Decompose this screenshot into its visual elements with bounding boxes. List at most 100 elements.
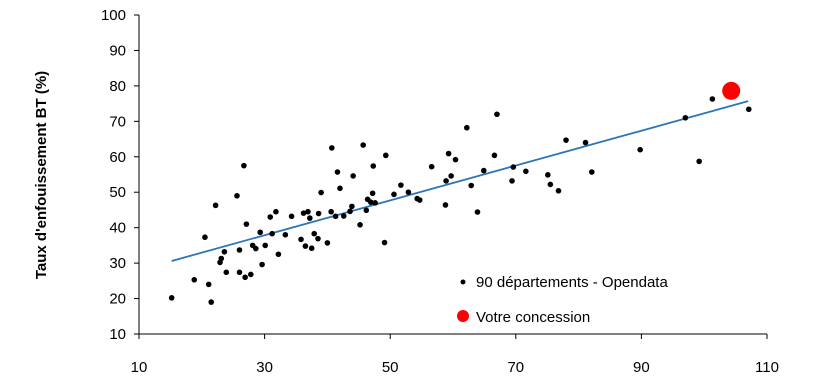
data-point: [212, 202, 219, 209]
data-point: [709, 96, 716, 102]
data-point: [416, 197, 423, 203]
data-point: [298, 236, 304, 243]
data-point: [337, 185, 343, 192]
data-point: [452, 156, 459, 163]
data-point: [445, 150, 452, 157]
data-point: [168, 295, 175, 301]
data-point: [369, 190, 376, 197]
data-point: [363, 207, 370, 214]
x-tick-label: 30: [256, 359, 273, 376]
x-ticks: 10 30 50 70 90 110: [131, 334, 779, 376]
data-point: [347, 208, 353, 215]
data-point: [302, 243, 309, 249]
data-point: [588, 169, 595, 175]
data-point: [242, 274, 248, 281]
data-point: [308, 245, 315, 252]
legend-label-departements: 90 départements - Opendata: [476, 274, 668, 291]
y-ticks: 10 20 30 40 50 60 70 80 90 100: [101, 7, 139, 343]
data-point: [253, 245, 259, 252]
data-point: [275, 251, 282, 258]
y-tick-label: 30: [109, 255, 126, 272]
data-point: [300, 210, 307, 216]
data-point: [428, 163, 435, 170]
data-point: [247, 271, 254, 278]
y-tick-label: 80: [109, 78, 126, 95]
data-point: [315, 235, 321, 242]
data-point: [357, 222, 363, 228]
trendline-group: [171, 100, 749, 262]
data-point: [381, 239, 388, 246]
y-tick-label: 70: [109, 113, 126, 130]
y-tick-label: 50: [109, 184, 126, 201]
x-tick-label: 50: [382, 359, 399, 376]
x-tick-label: 110: [755, 359, 779, 376]
data-point: [491, 152, 498, 159]
x-tick-label: 10: [131, 359, 148, 376]
y-tick-label: 60: [109, 149, 126, 166]
data-point: [202, 234, 208, 241]
legend-marker-departements: [460, 279, 466, 285]
data-point: [282, 231, 289, 238]
points-group: [168, 81, 752, 305]
data-point: [332, 213, 339, 220]
data-point: [267, 214, 274, 220]
data-point: [241, 162, 247, 169]
data-point: [510, 164, 517, 170]
data-point: [480, 167, 487, 174]
data-point: [350, 173, 356, 179]
data-point: [372, 200, 378, 206]
data-point: [494, 111, 500, 118]
data-point: [288, 213, 295, 220]
data-point: [269, 230, 275, 237]
data-point: [328, 145, 335, 151]
y-axis-label: Taux d'enfouissement BT (%): [33, 71, 50, 279]
data-point: [208, 299, 215, 305]
data-point: [547, 181, 554, 188]
data-point: [509, 178, 515, 184]
legend: 90 départements - Opendata Votre concess…: [457, 274, 668, 326]
data-point: [315, 210, 322, 217]
concession-point: [722, 81, 741, 100]
data-point: [191, 276, 198, 283]
data-point: [555, 188, 562, 194]
data-point: [205, 281, 212, 288]
data-point: [257, 229, 264, 236]
x-tick-label: 90: [633, 359, 650, 376]
data-point: [696, 158, 702, 165]
data-point: [236, 247, 243, 253]
legend-marker-concession: [457, 310, 469, 322]
x-tick-label: 70: [507, 359, 524, 376]
data-point: [311, 230, 318, 237]
axes: [138, 15, 767, 335]
data-point: [523, 168, 529, 175]
data-point: [391, 191, 397, 198]
y-tick-label: 10: [109, 326, 126, 343]
data-point: [243, 221, 250, 227]
trendline: [171, 100, 749, 262]
data-point: [682, 114, 689, 121]
data-point: [221, 248, 228, 255]
data-point: [383, 152, 389, 159]
data-point: [563, 137, 569, 143]
data-point: [448, 173, 454, 179]
data-point: [360, 142, 366, 148]
data-point: [464, 124, 470, 131]
data-point: [234, 192, 240, 199]
data-point: [236, 269, 243, 276]
legend-label-concession: Votre concession: [476, 309, 590, 326]
data-point: [637, 146, 643, 153]
data-point: [273, 208, 279, 215]
data-point: [318, 189, 324, 196]
data-point: [218, 255, 225, 262]
data-point: [545, 172, 551, 178]
data-point: [442, 202, 449, 208]
data-point: [324, 240, 331, 246]
data-point: [223, 269, 230, 276]
y-tick-label: 20: [109, 291, 126, 308]
data-point: [305, 208, 311, 215]
y-tick-label: 40: [109, 220, 126, 237]
data-point: [405, 189, 412, 196]
data-point: [334, 169, 341, 175]
data-point: [307, 215, 313, 221]
data-point: [474, 209, 481, 215]
